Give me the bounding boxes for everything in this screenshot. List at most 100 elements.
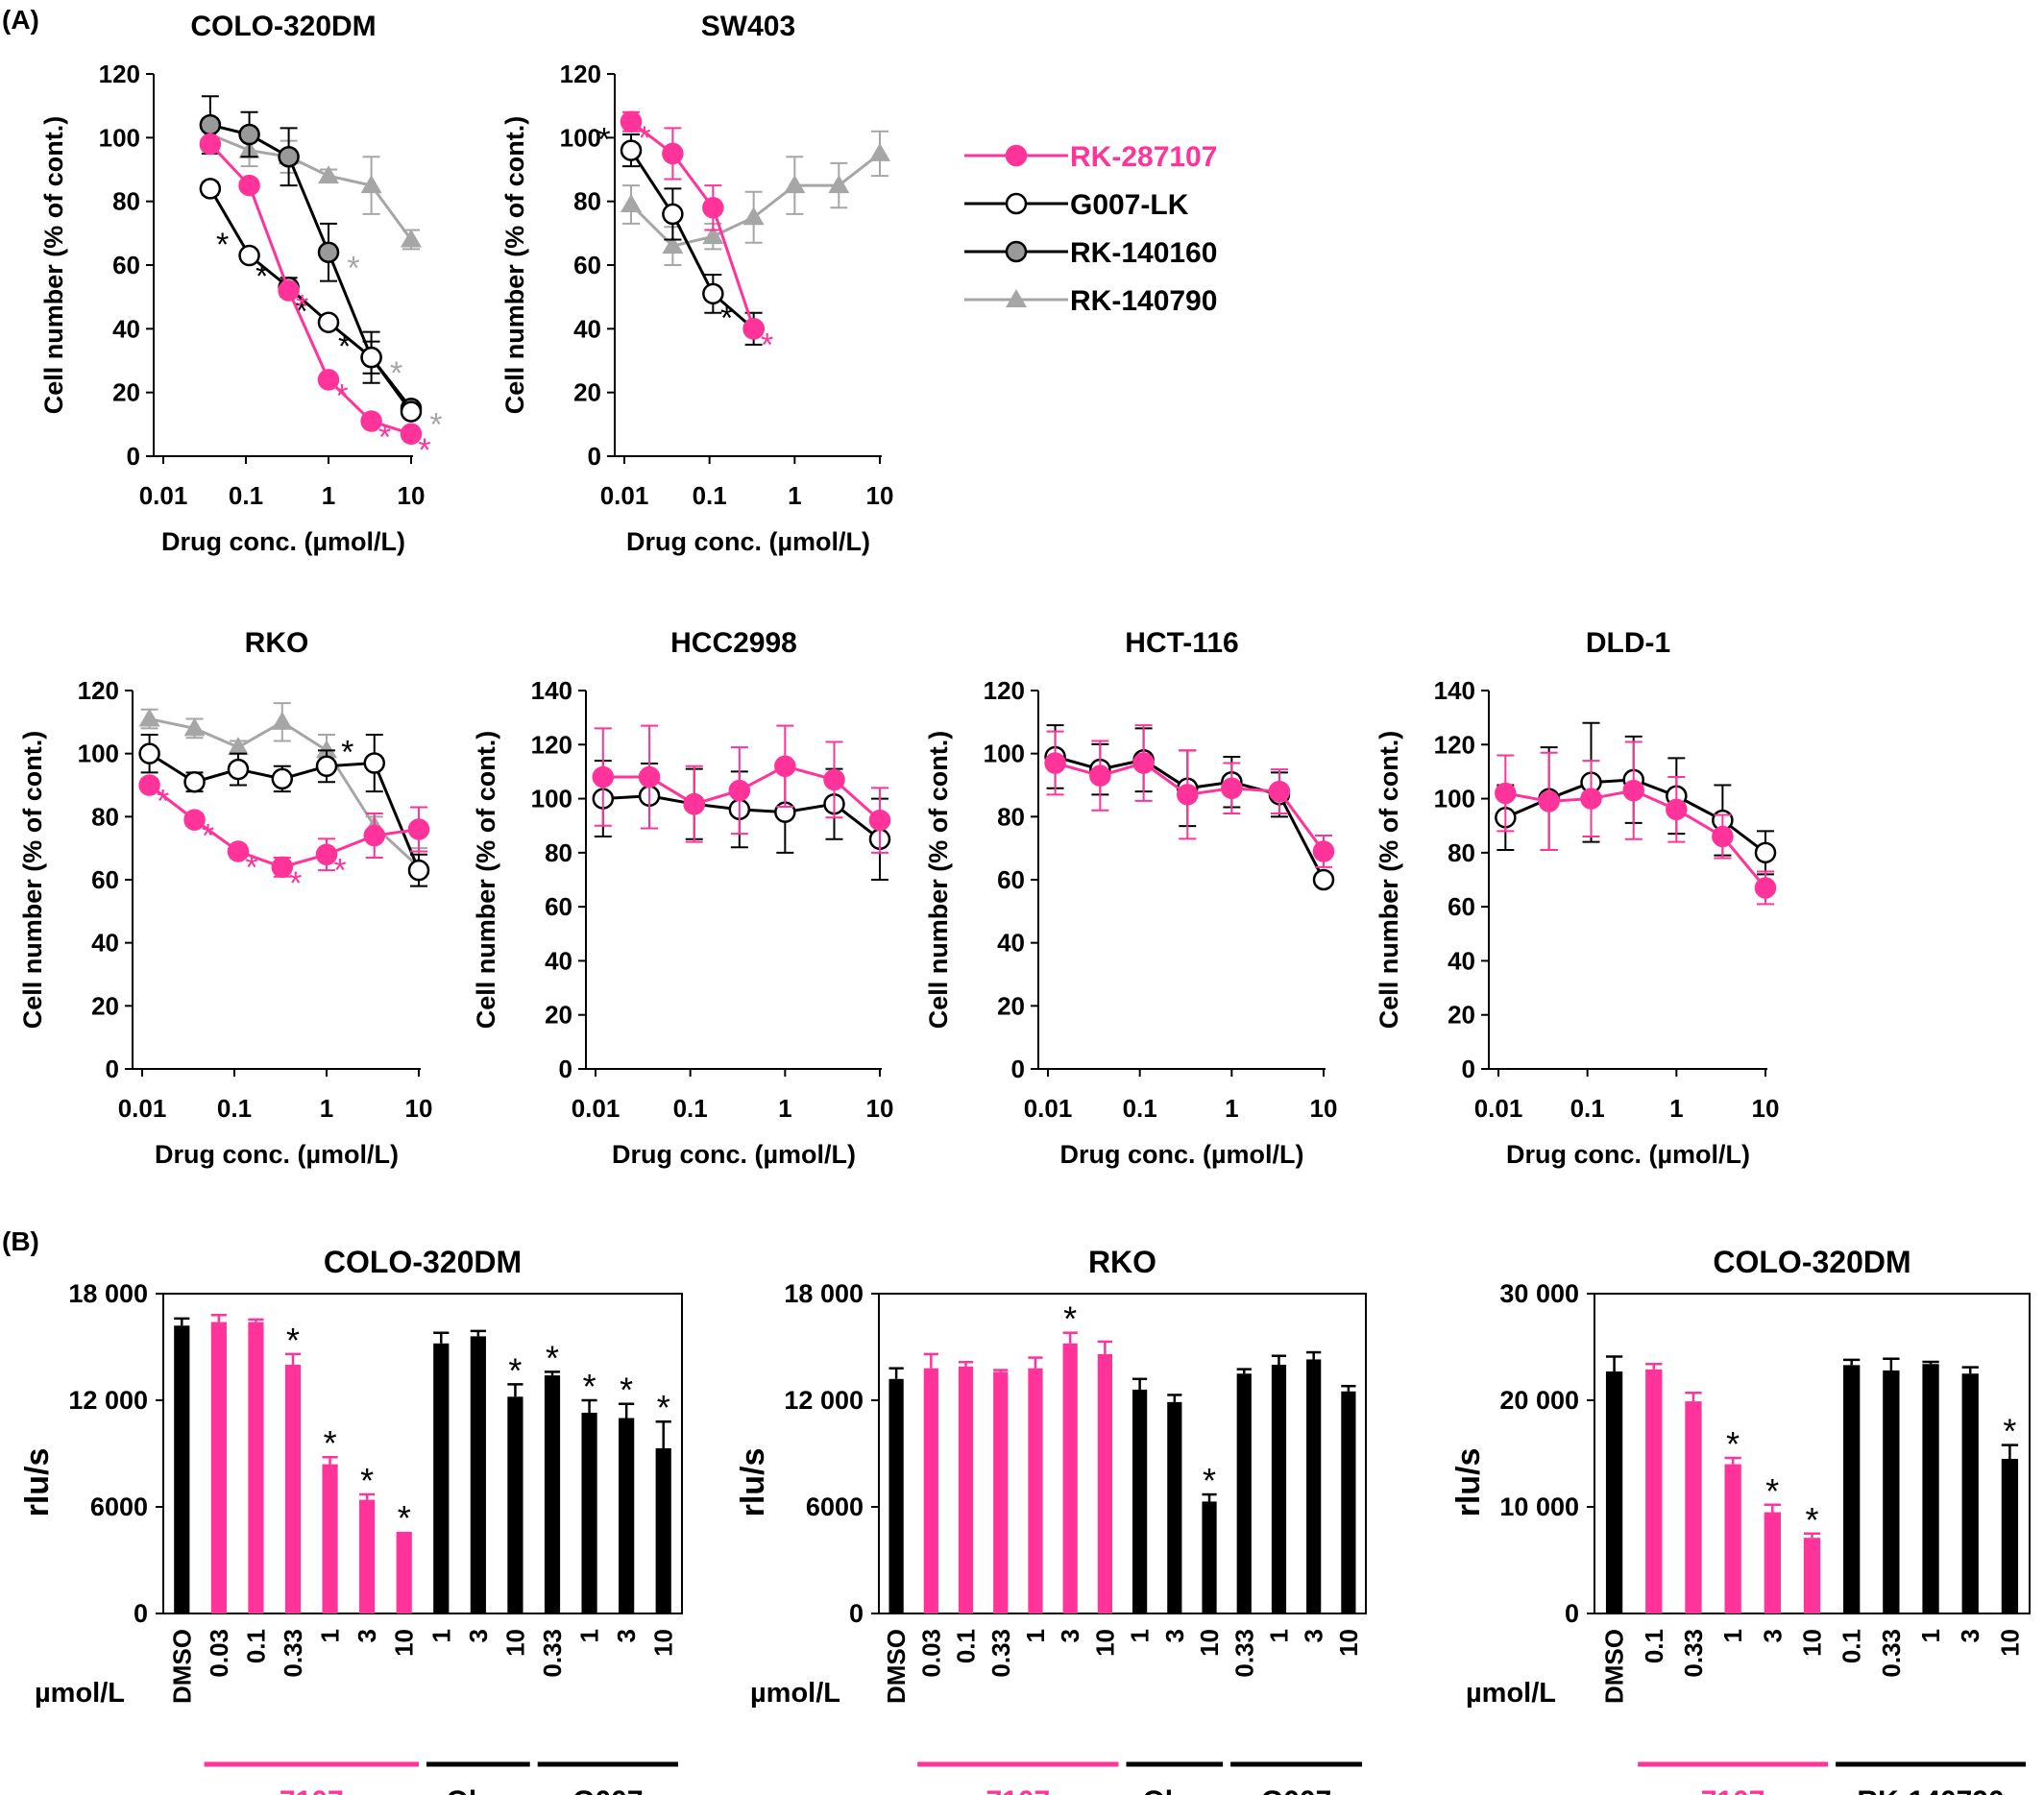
x-tick-label: 0.1 <box>693 481 727 510</box>
y-tick-label: 20 <box>545 1001 572 1030</box>
data-point <box>401 229 422 248</box>
series-RK-287107 <box>1495 740 1777 906</box>
category-label: 3 <box>612 1629 641 1642</box>
y-tick-label: 140 <box>1434 676 1475 705</box>
series-line <box>629 149 755 330</box>
y-tick-label: 100 <box>1434 785 1475 813</box>
category-label: 1 <box>1718 1629 1747 1642</box>
bar <box>433 1343 450 1613</box>
y-axis-label: Cell number (% of cont.) <box>39 116 68 415</box>
series-RK-287107: * * * * * <box>138 774 430 902</box>
bar <box>581 1412 597 1613</box>
bar <box>1271 1365 1287 1613</box>
data-point <box>238 123 260 146</box>
chart-title: HCC2998 <box>670 627 797 659</box>
x-tick-label: 0.01 <box>600 481 649 510</box>
y-axis-label: Cell number (% of cont.) <box>472 731 500 1030</box>
plot-frame <box>878 1293 1367 1614</box>
bar <box>359 1499 376 1613</box>
significance-star: * <box>1765 1471 1779 1511</box>
group-label: 7107 <box>280 1785 344 1795</box>
x-tick-label: 10 <box>405 1094 433 1123</box>
data-point <box>317 241 340 263</box>
panel-label-b: (B) <box>2 1226 39 1256</box>
x-axis-label: Drug conc. (µmol/L) <box>1506 1140 1750 1169</box>
legend-label: RK-140790 <box>1070 285 1217 317</box>
x-tick-label: 0.01 <box>139 481 188 510</box>
chart-title: COLO-320DM <box>190 11 376 42</box>
significance-star: * <box>761 327 773 363</box>
y-tick-label: 80 <box>545 838 572 867</box>
data-point <box>138 708 160 727</box>
y-tick-label: 30 000 <box>1499 1279 1579 1308</box>
data-point <box>360 175 382 194</box>
category-label: 1 <box>575 1629 604 1642</box>
y-tick-label: 100 <box>78 740 119 768</box>
data-point <box>278 145 300 168</box>
x-axis-label: Drug conc. (µmol/L) <box>161 527 405 556</box>
data-point <box>662 235 684 255</box>
data-point <box>315 755 338 778</box>
significance-star: * <box>418 432 430 469</box>
data-point <box>317 369 340 391</box>
y-axis-label: rlu/s <box>19 1448 56 1517</box>
data-point <box>1538 790 1560 813</box>
legend-marker <box>1005 192 1028 215</box>
bar <box>507 1396 523 1613</box>
bar <box>1843 1365 1861 1613</box>
data-point <box>317 311 340 333</box>
y-axis-label: Cell number (% of cont.) <box>1375 731 1403 1030</box>
y-tick-label: 60 <box>573 251 601 279</box>
category-label: 0.1 <box>952 1629 981 1663</box>
y-tick-label: 0 <box>127 442 140 471</box>
bar-chart-0: COLO-320DM 0 6000 12 000 18 000 rlu/s µmol/L DM… <box>19 1245 683 1795</box>
data-point <box>702 282 724 305</box>
category-label: 1 <box>1264 1629 1293 1642</box>
category-label: 3 <box>1758 1629 1787 1642</box>
category-label: 3 <box>464 1629 493 1642</box>
bar <box>1922 1364 1939 1613</box>
category-label: 10 <box>500 1629 529 1657</box>
data-point <box>360 346 382 369</box>
legend-item-RK-140790: RK-140790 <box>964 285 1217 317</box>
unit-label: µmol/L <box>750 1678 840 1709</box>
category-label: DMSO <box>167 1629 196 1704</box>
y-tick-label: 0 <box>1011 1055 1025 1083</box>
bar <box>210 1322 227 1613</box>
y-tick-label: 60 <box>112 251 140 279</box>
x-tick-label: 1 <box>322 481 335 510</box>
significance-star: * <box>341 735 353 771</box>
category-label: 0.1 <box>241 1629 270 1663</box>
category-label: 3 <box>353 1629 381 1642</box>
legend-item-G007-LK: G007-LK <box>964 189 1189 221</box>
bar <box>1883 1370 1900 1613</box>
bar <box>1132 1389 1148 1613</box>
data-point <box>774 755 796 778</box>
category-label: 0.33 <box>1229 1629 1258 1678</box>
y-tick-label: 120 <box>1434 730 1475 759</box>
legend-label: G007-LK <box>1070 189 1189 221</box>
category-label: 10 <box>649 1629 678 1657</box>
data-point <box>592 765 615 788</box>
x-tick-label: 10 <box>398 481 426 510</box>
x-tick-label: 0.1 <box>1123 1094 1157 1123</box>
data-point <box>199 133 222 156</box>
x-tick-label: 1 <box>1225 1094 1238 1123</box>
y-tick-label: 20 <box>997 991 1025 1020</box>
category-label: 3 <box>1160 1629 1189 1642</box>
y-tick-label: 120 <box>984 676 1025 705</box>
y-tick-label: 60 <box>997 865 1025 894</box>
category-label: 3 <box>1056 1629 1084 1642</box>
significance-star: * <box>597 122 610 158</box>
legend-marker <box>1005 144 1028 167</box>
significance-star: * <box>657 1388 670 1427</box>
y-tick-label: 100 <box>984 740 1025 768</box>
group-label: 7107 <box>986 1785 1050 1795</box>
data-point <box>138 774 160 796</box>
bar <box>1803 1538 1821 1613</box>
x-tick-label: 0.01 <box>118 1094 167 1123</box>
data-point <box>1754 877 1777 899</box>
